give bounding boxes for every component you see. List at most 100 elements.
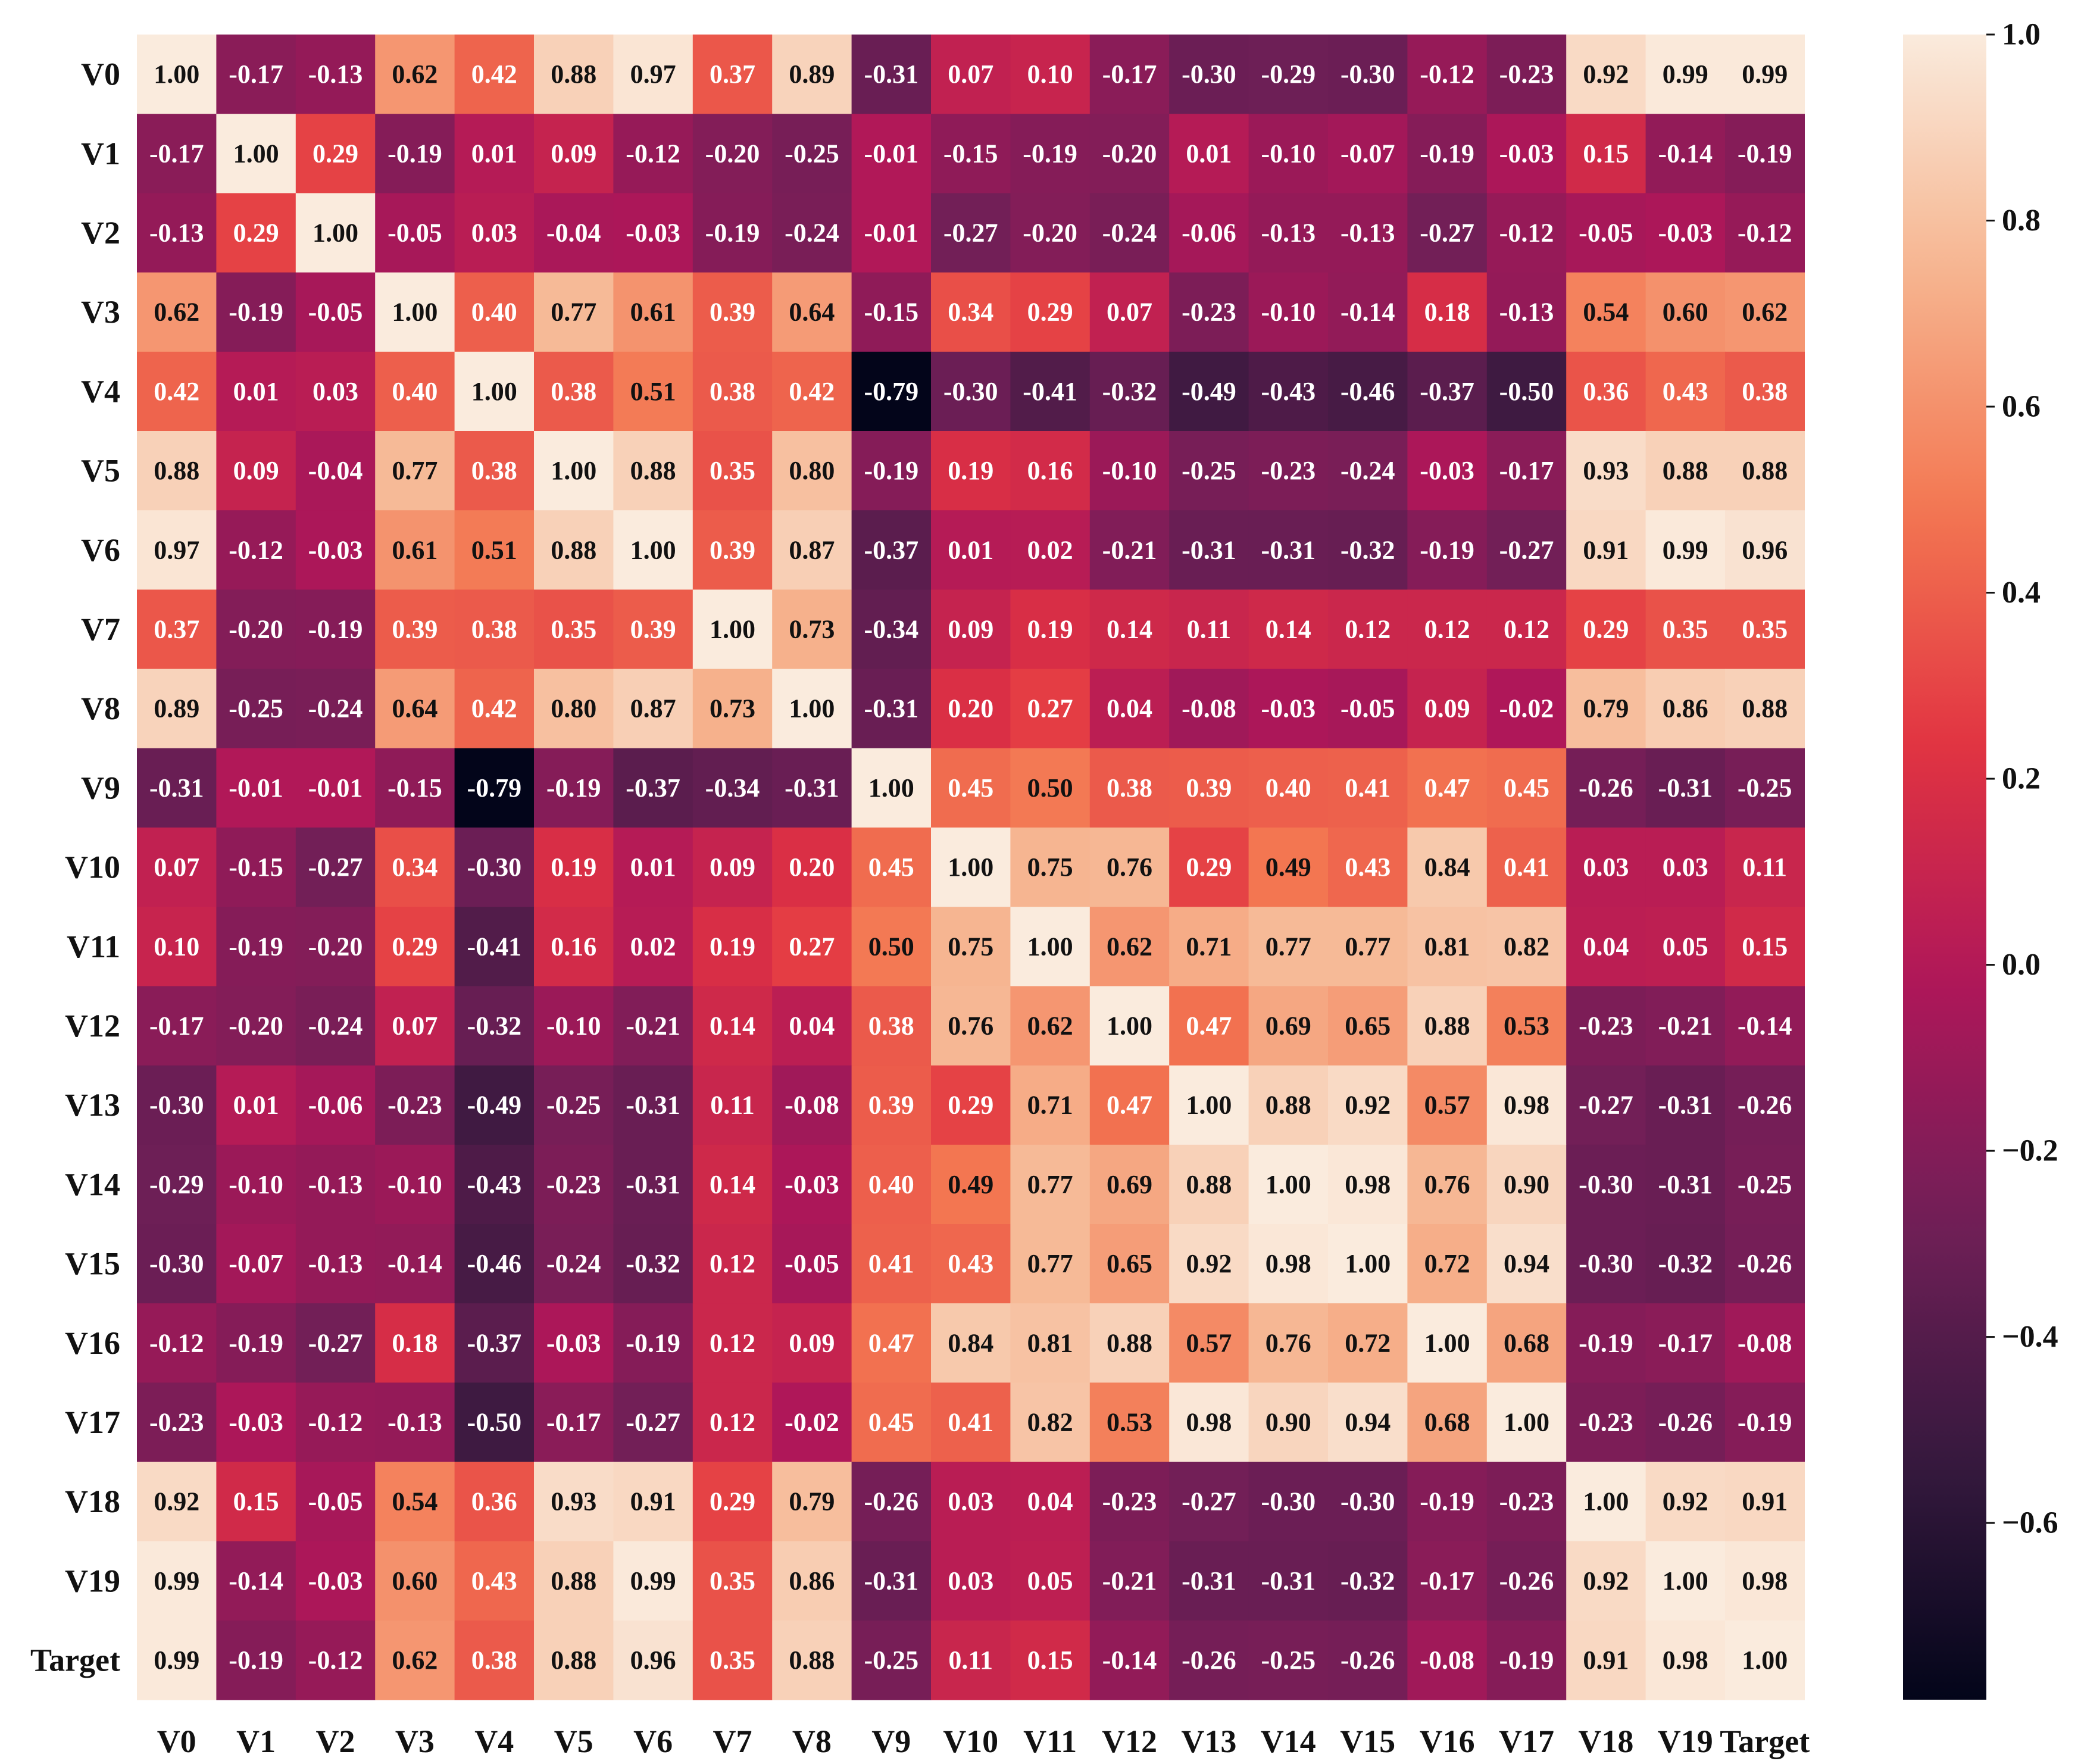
cell-value-label: 0.98 (1266, 1249, 1311, 1278)
heatmap-cell-V10-V14 (1248, 828, 1329, 907)
heatmap-cell-Target-V12 (1089, 1621, 1170, 1700)
heatmap-cell-V13-V16 (1407, 1065, 1488, 1145)
heatmap-cell-Target-V3 (375, 1621, 455, 1700)
heatmap-cell-V17-V2 (295, 1382, 376, 1463)
heatmap-cell-V8-V0 (137, 669, 217, 749)
cell-value-label: 0.88 (551, 1646, 596, 1675)
cell-value-label: 0.61 (392, 535, 438, 564)
heatmap-cell-V19-V11 (1010, 1541, 1091, 1621)
heatmap-cell-V8-Target (1725, 669, 1805, 749)
cell-value-label: 0.43 (471, 1566, 517, 1596)
heatmap-cell-V4-V19 (1645, 351, 1726, 432)
heatmap-cell-V9-Target (1725, 748, 1805, 828)
heatmap-cell-V13-V0 (137, 1065, 217, 1145)
heatmap-cell-V4-V0 (137, 351, 217, 432)
cell-value-label: -0.25 (546, 1091, 601, 1120)
cell-value-label: -0.31 (1658, 1091, 1713, 1120)
cell-value-label: 0.03 (1583, 853, 1629, 882)
heatmap-cell-V14-V9 (851, 1144, 932, 1225)
heatmap-cell-V5-V8 (772, 431, 852, 511)
cell-value-label: 0.09 (710, 853, 755, 882)
heatmap-cell-V13-V11 (1010, 1065, 1091, 1145)
heatmap-cell-Target-V4 (454, 1621, 535, 1700)
heatmap-cell-V17-V3 (375, 1382, 455, 1463)
cell-value-label: 0.38 (868, 1011, 914, 1041)
heatmap-cell-V2-V14 (1248, 193, 1329, 273)
heatmap-cell-V2-V0 (137, 193, 217, 273)
cell-value-label: -0.34 (864, 615, 918, 644)
cell-value-label: 0.47 (1107, 1091, 1152, 1120)
heatmap-cell-V1-V19 (1645, 114, 1726, 193)
heatmap-cell-V13-V12 (1089, 1065, 1170, 1145)
heatmap-cell-V15-V7 (692, 1224, 773, 1304)
heatmap-cell-V10-V4 (454, 828, 535, 907)
cell-value-label: -0.25 (1261, 1646, 1316, 1675)
heatmap-cell-V7-V16 (1407, 589, 1488, 670)
x-tick-label-V1: V1 (236, 1724, 276, 1759)
heatmap-cell-V1-V4 (454, 114, 535, 193)
cell-value-label: -0.12 (308, 1408, 363, 1437)
heatmap-cell-Target-V11 (1010, 1621, 1091, 1700)
heatmap-cell-V1-V2 (295, 114, 376, 193)
heatmap-cell-V0-V5 (534, 35, 614, 114)
cell-value-label: -0.17 (149, 139, 204, 168)
heatmap-cell-V17-Target (1725, 1382, 1805, 1463)
cell-value-label: -0.19 (229, 1328, 283, 1357)
heatmap-cell-V11-Target (1725, 907, 1805, 986)
heatmap-cell-V8-V9 (851, 669, 932, 749)
heatmap-cell-V2-V19 (1645, 193, 1726, 273)
cell-value-label: -0.27 (1499, 535, 1554, 564)
cell-value-label: -0.31 (1182, 1566, 1236, 1596)
cell-value-label: 0.39 (630, 615, 676, 644)
cell-value-label: 0.35 (710, 1566, 755, 1596)
heatmap-cell-V15-V2 (295, 1224, 376, 1304)
heatmap-cell-V5-V11 (1010, 431, 1091, 511)
cell-value-label: 0.10 (1027, 60, 1073, 89)
cell-value-label: -0.30 (1182, 60, 1236, 89)
cell-value-label: -0.41 (1023, 377, 1077, 406)
heatmap-cell-V12-V19 (1645, 986, 1726, 1066)
heatmap-cell-V0-V3 (375, 35, 455, 114)
cell-value-label: 0.05 (1663, 932, 1708, 961)
cell-value-label: 0.42 (789, 377, 835, 406)
cell-value-label: 0.09 (551, 139, 596, 168)
cell-value-label: 0.02 (1027, 535, 1073, 564)
heatmap-cell-V16-V9 (851, 1303, 932, 1383)
heatmap-cell-V1-V14 (1248, 114, 1329, 193)
cell-value-label: 0.15 (233, 1487, 279, 1516)
cell-value-label: -0.25 (864, 1646, 918, 1675)
heatmap-cell-V15-V6 (613, 1224, 693, 1304)
heatmap-cell-V7-V5 (534, 589, 614, 670)
cell-value-label: 0.38 (1107, 773, 1152, 803)
cell-value-label: 1.00 (1345, 1249, 1391, 1278)
heatmap-cell-V6-V12 (1089, 510, 1170, 590)
heatmap-cell-V9-V9 (851, 748, 932, 828)
heatmap-cell-V5-V7 (692, 431, 773, 511)
cell-value-label: 0.43 (1345, 853, 1391, 882)
cell-value-label: -0.14 (388, 1249, 442, 1278)
heatmap-cell-V4-V15 (1328, 351, 1408, 432)
cell-value-label: 1.00 (233, 139, 279, 168)
heatmap-cell-V4-V3 (375, 351, 455, 432)
heatmap-cell-V4-V8 (772, 351, 852, 432)
cell-value-label: 1.00 (1424, 1328, 1470, 1357)
heatmap-cell-V19-V9 (851, 1541, 932, 1621)
heatmap-cell-V5-V18 (1566, 431, 1646, 511)
heatmap-cell-V8-V18 (1566, 669, 1646, 749)
heatmap-cell-V11-V5 (534, 907, 614, 986)
heatmap-cell-V9-V17 (1486, 748, 1567, 828)
heatmap-cell-V3-V0 (137, 272, 217, 352)
heatmap-cell-V5-V14 (1248, 431, 1329, 511)
heatmap-cell-V10-V8 (772, 828, 852, 907)
cell-value-label: 0.03 (471, 218, 517, 248)
cell-value-label: -0.46 (467, 1249, 521, 1278)
cell-value-label: 0.99 (1663, 535, 1708, 564)
heatmap-cell-V12-V2 (295, 986, 376, 1066)
cell-value-label: 0.90 (1504, 1170, 1549, 1199)
cell-value-label: 0.04 (1107, 694, 1152, 723)
cell-value-label: -0.13 (308, 1249, 363, 1278)
colorbar-tick-label: 0.8 (2002, 204, 2041, 238)
heatmap-cell-V18-V1 (216, 1462, 296, 1542)
colorbar-tick-label: 0.4 (2002, 576, 2041, 610)
heatmap-cell-V5-V9 (851, 431, 932, 511)
